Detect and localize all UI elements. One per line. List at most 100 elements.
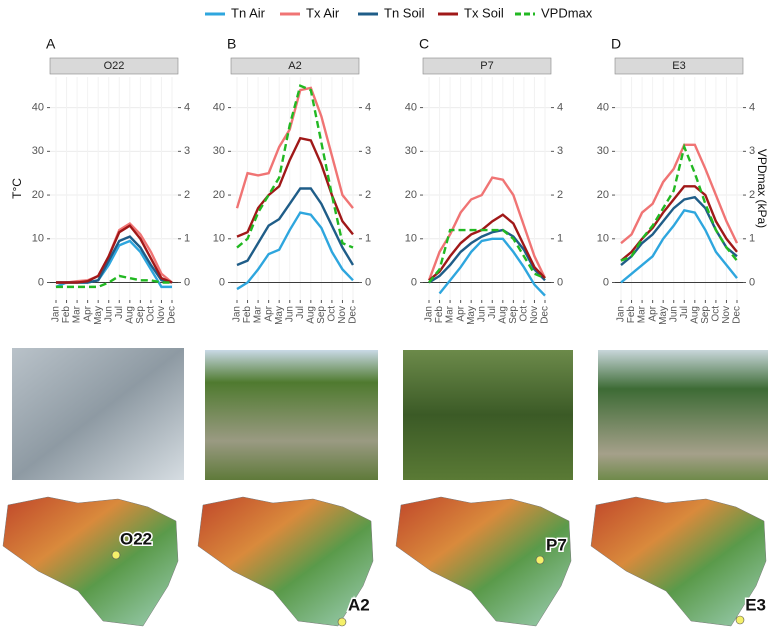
y-tick-label: 30 [213, 145, 225, 157]
legend-label: Tx Soil [464, 5, 504, 20]
x-tick-label: Mar [253, 305, 264, 323]
x-tick-label: Mar [72, 305, 83, 323]
x-tick-label: Jul [679, 306, 690, 319]
y2-tick-label: 4 [557, 102, 563, 114]
x-tick-label: Nov [337, 306, 348, 324]
x-tick-label: Feb [61, 306, 72, 324]
x-tick-label: Aug [497, 306, 508, 324]
x-tick-label: Apr [647, 305, 658, 321]
x-tick-label: Feb [434, 306, 445, 324]
x-tick-label: Sep [700, 306, 711, 324]
map [591, 497, 766, 626]
x-tick-label: Jan [424, 306, 435, 322]
map [396, 497, 571, 626]
photo [598, 350, 768, 480]
legend-label: VPDmax [541, 5, 593, 20]
x-tick-label: Dec [348, 306, 359, 324]
photos [12, 348, 768, 480]
x-tick-label: Apr [82, 305, 93, 321]
x-tick-label: Aug [124, 306, 135, 324]
y2-tick-label: 2 [365, 189, 371, 201]
panel-label: A [46, 36, 56, 52]
photo [12, 348, 184, 480]
facet-title: A2 [288, 60, 301, 72]
y2-tick-label: 3 [557, 145, 563, 157]
map-site-label: O22 [120, 529, 152, 548]
x-tick-label: Aug [689, 306, 700, 324]
y-tick-label: 40 [597, 102, 609, 114]
y2-axis-title: VPDmax (kPa) [755, 149, 768, 228]
y-tick-label: 20 [597, 189, 609, 201]
x-tick-label: Jan [616, 306, 627, 322]
y-tick-label: 10 [597, 233, 609, 245]
y2-tick-label: 0 [365, 276, 371, 288]
y2-tick-label: 1 [557, 233, 563, 245]
y-tick-label: 0 [411, 276, 417, 288]
site-marker [736, 616, 744, 624]
y-tick-label: 20 [32, 189, 44, 201]
map [3, 497, 178, 626]
panel-label: C [419, 36, 429, 52]
x-tick-label: Mar [637, 305, 648, 323]
x-tick-label: Sep [316, 306, 327, 324]
x-tick-label: Apr [455, 305, 466, 321]
y-axis-title: T°C [10, 178, 24, 199]
y-tick-label: 0 [38, 276, 44, 288]
map [198, 497, 373, 626]
x-tick-label: Feb [242, 306, 253, 324]
x-tick-label: Apr [263, 305, 274, 321]
x-tick-label: Dec [540, 306, 551, 324]
x-tick-label: Nov [721, 306, 732, 324]
x-tick-label: Mar [445, 305, 456, 323]
y-tick-label: 40 [405, 102, 417, 114]
y-tick-label: 10 [32, 233, 44, 245]
x-tick-label: Jul [295, 306, 306, 319]
y2-tick-label: 4 [749, 102, 755, 114]
y2-tick-label: 3 [184, 145, 190, 157]
legend-label: Tn Air [231, 5, 266, 20]
x-tick-label: Jan [51, 306, 62, 322]
site-marker [338, 618, 346, 626]
y2-tick-label: 4 [365, 102, 371, 114]
photo [205, 350, 378, 480]
x-tick-label: Sep [135, 306, 146, 324]
y2-tick-label: 2 [184, 189, 190, 201]
figure: O22A2P7E3 Tn AirTx AirTn SoilTx SoilVPDm… [0, 0, 768, 629]
legend-label: Tx Air [306, 5, 340, 20]
map-site-label: A2 [348, 595, 370, 614]
y2-tick-label: 1 [184, 233, 190, 245]
y2-tick-label: 0 [184, 276, 190, 288]
y-tick-label: 20 [405, 189, 417, 201]
x-tick-label: Nov [156, 306, 167, 324]
y2-tick-label: 0 [557, 276, 563, 288]
facet-title: P7 [480, 60, 493, 72]
y2-tick-label: 1 [365, 233, 371, 245]
y-tick-label: 20 [213, 189, 225, 201]
x-tick-label: Feb [626, 306, 637, 324]
x-tick-label: Aug [305, 306, 316, 324]
x-tick-label: Nov [529, 306, 540, 324]
map-site-label: P7 [546, 535, 567, 554]
y-tick-label: 30 [597, 145, 609, 157]
y-tick-label: 0 [603, 276, 609, 288]
x-tick-label: Oct [146, 306, 157, 322]
x-tick-label: May [274, 306, 285, 325]
site-marker [536, 556, 544, 564]
y-tick-label: 40 [32, 102, 44, 114]
x-tick-label: Jun [284, 306, 295, 322]
photo [403, 350, 573, 480]
x-tick-label: Oct [327, 306, 338, 322]
y-tick-label: 10 [213, 233, 225, 245]
legend-label: Tn Soil [384, 5, 425, 20]
y2-tick-label: 0 [749, 276, 755, 288]
facet-title: O22 [104, 60, 125, 72]
panel-label: D [611, 36, 621, 52]
x-tick-label: Dec [167, 306, 178, 324]
x-tick-label: May [466, 306, 477, 325]
x-tick-label: Jul [487, 306, 498, 319]
y2-tick-label: 1 [749, 233, 755, 245]
y2-tick-label: 3 [365, 145, 371, 157]
y2-tick-label: 2 [749, 189, 755, 201]
y2-tick-label: 2 [557, 189, 563, 201]
